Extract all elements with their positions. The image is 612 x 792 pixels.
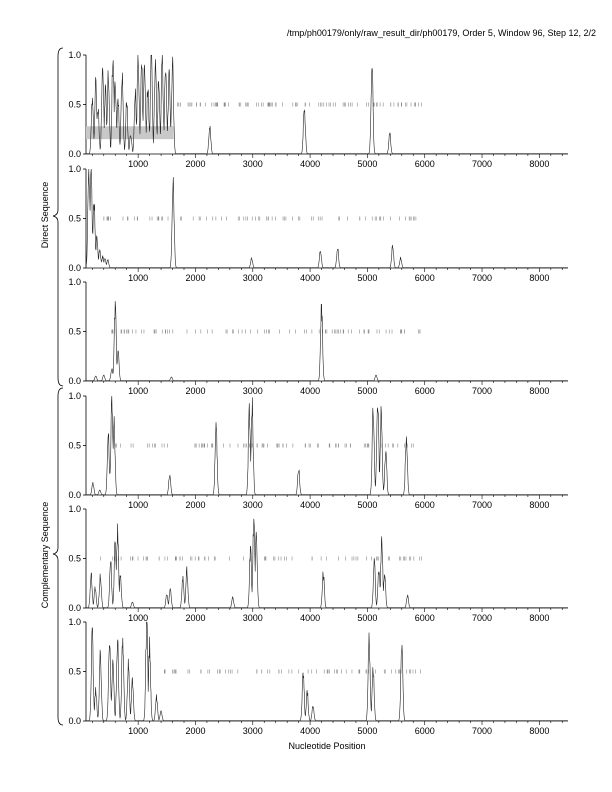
x-tick-label: 1000 [128, 159, 148, 169]
x-tick-label: 1000 [128, 726, 148, 736]
x-tick-label: 5000 [357, 726, 377, 736]
x-tick-label: 7000 [472, 273, 492, 283]
group-label-complementary: Complementary Sequence [40, 502, 50, 609]
y-tick-label: 0.0 [68, 149, 81, 159]
x-tick-label: 2000 [185, 613, 205, 623]
x-tick-label: 5000 [357, 159, 377, 169]
signal-line [86, 301, 568, 382]
x-tick-label: 1000 [128, 500, 148, 510]
x-tick-label: 3000 [243, 613, 263, 623]
x-tick-label: 6000 [415, 386, 435, 396]
x-tick-label: 4000 [300, 613, 320, 623]
y-tick-label: 0.0 [68, 716, 81, 726]
panel-4: 0.0 0.5 1.0 1000 2000 3000 4000 5000 6000 7000 800… [68, 391, 568, 510]
x-tick-label: 5000 [357, 500, 377, 510]
x-tick-label: 6000 [415, 613, 435, 623]
signal-line [86, 621, 568, 722]
y-tick-label: 1.0 [68, 50, 81, 60]
y-tick-label: 1.0 [68, 277, 81, 287]
signal-line [86, 395, 568, 496]
x-tick-label: 3000 [243, 273, 263, 283]
x-tick-label: 3000 [243, 726, 263, 736]
x-tick-label: 2000 [185, 273, 205, 283]
x-tick-label: 6000 [415, 159, 435, 169]
highlight-band [86, 126, 174, 140]
panel-3: 0.0 0.5 1.0 1000 2000 3000 4000 5000 6000 7000 800… [68, 277, 568, 396]
y-tick-label: 1.0 [68, 504, 81, 514]
bracket-complementary [52, 387, 64, 726]
x-tick-label: 4000 [300, 273, 320, 283]
x-tick-label: 3000 [243, 159, 263, 169]
x-axis-label: Nucleotide Position [288, 741, 365, 751]
y-tick-label: 1.0 [68, 617, 81, 627]
panel-stack: 0.0 0.5 1.0 1000 2000 3000 4000 5000 6000 7000 800… [68, 50, 568, 736]
bracket-direct [52, 47, 64, 387]
y-tick-label: 0.0 [68, 263, 81, 273]
x-tick-label: 5000 [357, 273, 377, 283]
x-tick-label: 8000 [529, 159, 549, 169]
x-tick-label: 6000 [415, 500, 435, 510]
x-tick-label: 8000 [529, 726, 549, 736]
x-tick-label: 4000 [300, 159, 320, 169]
y-tick-label: 0.5 [68, 327, 81, 337]
x-tick-label: 8000 [529, 613, 549, 623]
x-tick-label: 4000 [300, 500, 320, 510]
panel-6: 0.0 0.5 1.0 1000 2000 3000 4000 5000 6000 7000 800… [68, 617, 568, 736]
x-tick-label: 8000 [529, 500, 549, 510]
y-tick-label: 0.0 [68, 603, 81, 613]
x-tick-label: 7000 [472, 613, 492, 623]
panel-5: 0.0 0.5 1.0 1000 2000 3000 4000 5000 6000 7000 800… [68, 504, 568, 623]
x-tick-label: 8000 [529, 386, 549, 396]
x-tick-label: 7000 [472, 386, 492, 396]
page-header: /tmp/ph00179/only/raw_result_dir/ph00179… [286, 28, 596, 38]
signal-line [86, 518, 568, 609]
y-tick-label: 0.5 [68, 100, 81, 110]
x-tick-label: 4000 [300, 726, 320, 736]
panel-1: 0.0 0.5 1.0 1000 2000 3000 4000 5000 6000 7000 800… [68, 50, 568, 169]
x-tick-label: 7000 [472, 159, 492, 169]
x-tick-label: 2000 [185, 500, 205, 510]
y-tick-label: 0.5 [68, 667, 81, 677]
x-tick-label: 5000 [357, 613, 377, 623]
panel-2: 0.0 0.5 1.0 1000 2000 3000 4000 5000 6000 7000 800… [68, 164, 568, 283]
x-tick-label: 2000 [185, 159, 205, 169]
x-tick-label: 8000 [529, 273, 549, 283]
x-tick-label: 5000 [357, 386, 377, 396]
x-tick-label: 3000 [243, 500, 263, 510]
x-tick-label: 6000 [415, 726, 435, 736]
x-tick-label: 2000 [185, 386, 205, 396]
x-tick-label: 4000 [300, 386, 320, 396]
x-tick-label: 7000 [472, 500, 492, 510]
y-tick-label: 0.5 [68, 214, 81, 224]
x-tick-label: 1000 [128, 273, 148, 283]
signal-line [86, 54, 568, 154]
y-tick-label: 1.0 [68, 391, 81, 401]
y-tick-label: 1.0 [68, 164, 81, 174]
x-tick-label: 1000 [128, 386, 148, 396]
y-tick-label: 0.5 [68, 441, 81, 451]
x-tick-label: 6000 [415, 273, 435, 283]
x-tick-label: 1000 [128, 613, 148, 623]
x-tick-label: 7000 [472, 726, 492, 736]
y-tick-label: 0.0 [68, 490, 81, 500]
group-label-direct: Direct Sequence [40, 182, 50, 249]
x-tick-label: 3000 [243, 386, 263, 396]
y-tick-label: 0.0 [68, 376, 81, 386]
y-tick-label: 0.5 [68, 554, 81, 564]
signal-line [85, 168, 568, 269]
x-tick-label: 2000 [185, 726, 205, 736]
